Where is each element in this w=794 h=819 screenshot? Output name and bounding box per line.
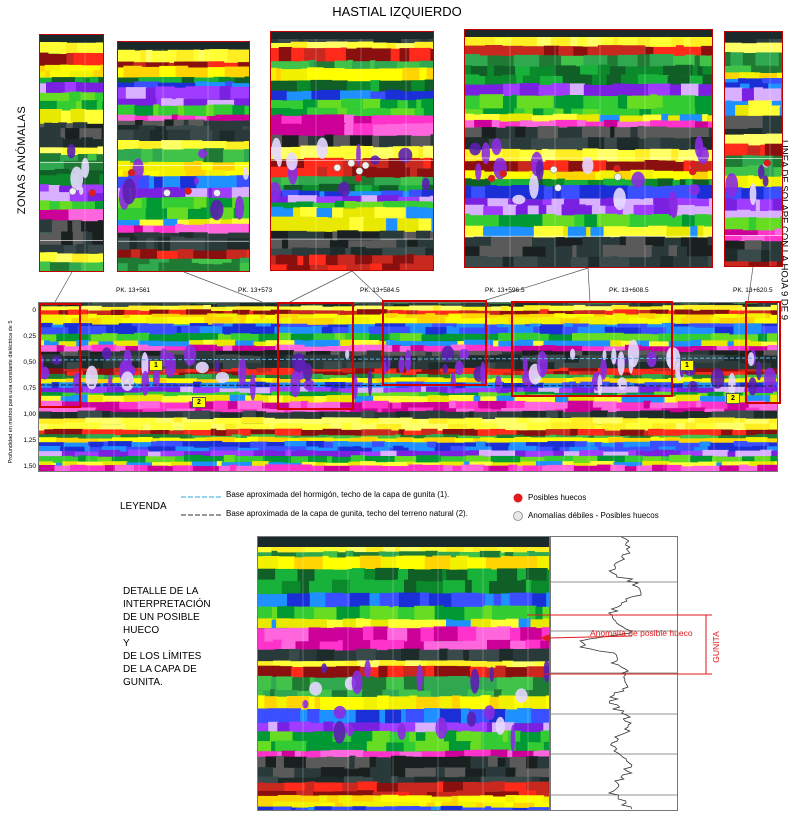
y-tick: 0 [32,307,36,314]
red-dot-icon [513,493,523,503]
interface-badge-1: 1 [149,360,163,371]
legend-line-2: Base aproximada de la capa de gunita, te… [226,509,468,518]
anomaly-label: Anomalía de posible hueco [590,628,693,638]
y-tick: 0,50 [23,359,36,366]
main-overlay [39,300,781,410]
y-tick: 0,75 [23,385,36,392]
y-tick: 0,25 [23,333,36,340]
detail-line: INTERPRETACIÓN [123,599,211,610]
zoom-panel-3 [270,31,434,271]
detail-annotations [527,614,712,675]
zoom-panel-4 [464,29,713,268]
pk-label: PK. 13+573 [238,287,273,294]
gunita-label: GUNITA [711,631,721,663]
zoom-panel-5 [724,31,783,267]
legend-dot-2: Anomalías débiles - Posibles huecos [528,511,659,520]
y-tick: 1,25 [23,437,36,444]
detail-radargram [257,536,550,811]
detail-line: DE UN POSIBLE [123,612,200,623]
y-tick: 1,00 [23,411,36,418]
page-title: HASTIAL IZQUIERDO [332,4,462,19]
detail-line: DE LOS LÍMITES [123,651,202,662]
detail-line: HUECO [123,625,160,636]
legend-line-2-swatch [181,514,221,516]
y-tick: 1,50 [23,463,36,470]
zoom-panel-1 [39,34,104,272]
detail-line: DETALLE DE LA [123,586,199,597]
interface-badge-1: 1 [680,360,694,371]
pk-label: PK. 13+608.5 [609,287,649,294]
legend-dot-1: Posibles huecos [528,493,587,502]
zoom-panel-2 [117,41,250,272]
interface-badge-2: 2 [192,397,206,408]
legend-line-1-swatch [181,496,221,498]
pk-label: PK. 13+620.5 [733,287,773,294]
legend-title: LEYENDA [120,501,167,512]
pk-label: PK. 13+596.5 [485,287,525,294]
pk-label: PK. 13+561 [116,287,151,294]
interface-badge-2: 2 [726,393,740,404]
detail-line: GUNITA. [123,677,163,688]
pk-label: PK. 13+584.5 [360,287,400,294]
white-dot-icon [513,511,523,521]
panel-connectors [54,266,754,303]
detail-line: DE LA CAPA DE [123,664,197,675]
legend-line-1: Base aproximada del hormigón, techo de l… [226,490,450,499]
detail-line: Y [123,638,130,649]
detail-description: DETALLE DE LA INTERPRETACIÓN DE UN POSIB… [123,585,243,689]
